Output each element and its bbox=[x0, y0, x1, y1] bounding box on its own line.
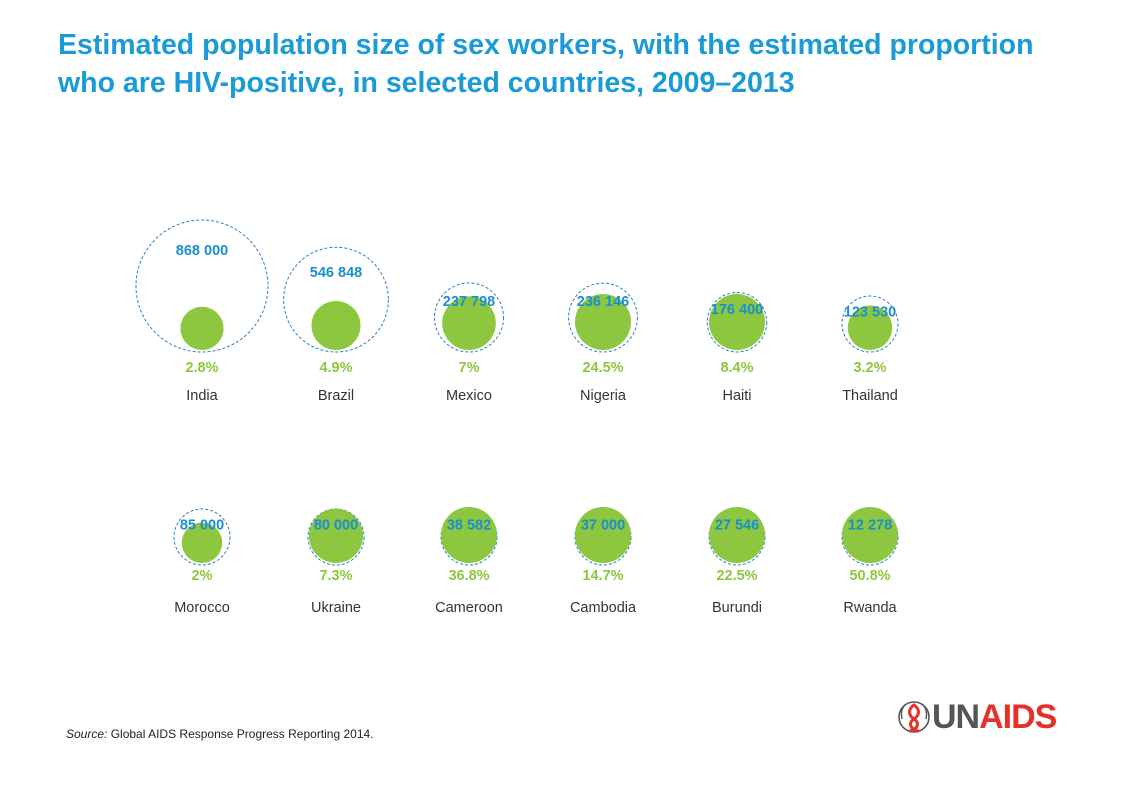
country-label: Morocco bbox=[174, 600, 230, 616]
hiv-bubble bbox=[180, 306, 224, 350]
country-label: Thailand bbox=[842, 388, 898, 404]
hiv-percent-label: 24.5% bbox=[582, 360, 623, 376]
hiv-bubble bbox=[311, 300, 361, 350]
population-bubble bbox=[283, 246, 389, 353]
logo-un-text: UN bbox=[932, 698, 980, 736]
source-label: Source: bbox=[66, 727, 108, 741]
population-label: 12 278 bbox=[848, 518, 892, 534]
country-label: Cambodia bbox=[570, 600, 637, 616]
population-bubble bbox=[433, 282, 505, 353]
country-label: Mexico bbox=[446, 388, 492, 404]
population-label: 176 400 bbox=[711, 302, 763, 318]
country-label: Brazil bbox=[318, 388, 354, 404]
hiv-bubble bbox=[442, 296, 496, 350]
hiv-percent-label: 2% bbox=[192, 568, 213, 584]
population-label: 546 848 bbox=[310, 265, 362, 281]
population-label: 237 798 bbox=[443, 294, 495, 310]
population-label: 85 000 bbox=[180, 518, 224, 534]
country-label: Burundi bbox=[712, 600, 762, 616]
hiv-percent-label: 8.4% bbox=[720, 360, 753, 376]
country-label: Rwanda bbox=[843, 600, 897, 616]
hiv-percent-label: 7.3% bbox=[319, 568, 352, 584]
hiv-bubble bbox=[847, 305, 893, 351]
hiv-bubble bbox=[441, 507, 497, 563]
hiv-bubble bbox=[308, 508, 364, 563]
hiv-percent-label: 7% bbox=[459, 360, 480, 376]
hiv-percent-label: 4.9% bbox=[319, 360, 352, 376]
ribbon-emblem-icon bbox=[898, 701, 930, 733]
hiv-bubble bbox=[709, 294, 765, 350]
country-label: Nigeria bbox=[580, 388, 627, 404]
unaids-logo: UNAIDS bbox=[896, 697, 1058, 737]
hiv-bubble bbox=[575, 507, 631, 563]
chart-title: Estimated population size of sex workers… bbox=[58, 29, 1034, 99]
population-label: 80 000 bbox=[314, 518, 358, 534]
population-bubble bbox=[706, 291, 768, 353]
country-label: India bbox=[186, 388, 218, 404]
hiv-bubble bbox=[181, 522, 223, 563]
population-bubble bbox=[173, 508, 231, 566]
logo-aids-text: AIDS bbox=[979, 698, 1057, 736]
hiv-percent-label: 14.7% bbox=[582, 568, 623, 584]
hiv-percent-label: 3.2% bbox=[853, 360, 886, 376]
source-text: Global AIDS Response Progress Reporting … bbox=[110, 727, 374, 741]
population-label: 27 546 bbox=[715, 518, 759, 534]
hiv-bubble bbox=[575, 294, 631, 350]
population-label: 236 146 bbox=[577, 294, 629, 310]
population-label: 37 000 bbox=[581, 518, 625, 534]
population-bubble bbox=[841, 295, 899, 353]
hiv-percent-label: 36.8% bbox=[448, 568, 489, 584]
population-bubble bbox=[568, 282, 638, 353]
country-label: Ukraine bbox=[311, 600, 361, 616]
population-label: 868 000 bbox=[176, 243, 228, 259]
hiv-percent-label: 50.8% bbox=[849, 568, 890, 584]
source-note: Source: Global AIDS Response Progress Re… bbox=[66, 727, 374, 741]
country-label: Haiti bbox=[722, 388, 751, 404]
population-label: 38 582 bbox=[447, 518, 491, 534]
hiv-percent-label: 2.8% bbox=[185, 360, 218, 376]
hiv-bubble bbox=[709, 507, 765, 563]
population-bubble bbox=[135, 219, 269, 353]
hiv-bubble bbox=[842, 507, 898, 563]
country-label: Cameroon bbox=[435, 600, 503, 616]
population-label: 123 530 bbox=[844, 305, 896, 321]
hiv-percent-label: 22.5% bbox=[716, 568, 757, 584]
